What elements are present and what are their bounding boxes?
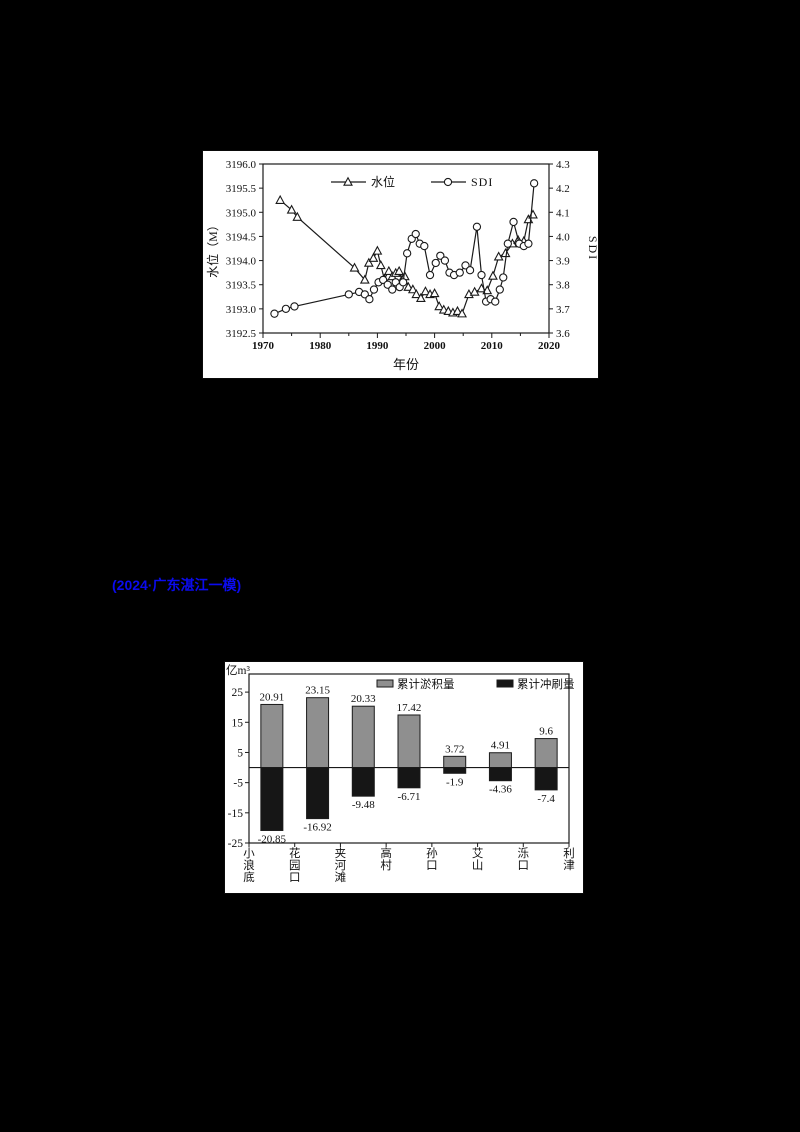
exam-source-note: (2024·广东湛江一模) [112, 577, 242, 593]
svg-text:河: 河 [335, 859, 347, 872]
svg-text:累计冲刷量: 累计冲刷量 [517, 677, 575, 691]
svg-text:15: 15 [232, 717, 244, 729]
svg-text:3194.0: 3194.0 [226, 256, 257, 268]
svg-text:1970: 1970 [252, 340, 275, 352]
svg-text:3.7: 3.7 [556, 304, 570, 316]
bar-chart-panel: 25 15 5 -5 -15 -25 亿m³ 小浪底花园口夹河滩高村孙口艾山泺口利津 20.91… [225, 662, 583, 893]
svg-text:1990: 1990 [366, 340, 389, 352]
svg-text:2010: 2010 [481, 340, 504, 352]
svg-text:村: 村 [380, 858, 392, 872]
svg-text:5: 5 [237, 747, 243, 759]
svg-text:口: 口 [289, 872, 301, 884]
svg-text:4.1: 4.1 [556, 207, 570, 219]
svg-text:3.9: 3.9 [556, 256, 570, 268]
sediment-bar-chart: 25155-5-15-25亿m³小浪底花园口夹河滩高村孙口艾山泺口利津20.91… [226, 664, 575, 884]
svg-text:4.0: 4.0 [556, 231, 570, 243]
svg-text:3192.5: 3192.5 [226, 328, 257, 340]
svg-text:2000: 2000 [424, 340, 447, 352]
svg-text:-4.36: -4.36 [489, 784, 512, 796]
svg-text:-7.4: -7.4 [537, 793, 555, 805]
svg-text:9.6: 9.6 [539, 726, 553, 738]
svg-text:3193.5: 3193.5 [226, 280, 257, 292]
svg-text:2020: 2020 [538, 340, 561, 352]
svg-text:-6.71: -6.71 [398, 791, 421, 803]
svg-text:20.91: 20.91 [259, 691, 284, 703]
svg-text:17.42: 17.42 [397, 702, 422, 714]
svg-text:20.33: 20.33 [351, 693, 376, 705]
svg-text:4.3: 4.3 [556, 159, 570, 171]
svg-text:孙: 孙 [426, 847, 438, 860]
svg-text:3195.5: 3195.5 [226, 183, 257, 195]
svg-text:水位: 水位 [371, 174, 395, 189]
svg-text:-20.85: -20.85 [258, 833, 287, 845]
water-level-sdi-chart: 3192.5 3193.0 3193.5 3194.0 3194.5 3195.0 3195… [205, 159, 600, 372]
svg-text:SDI: SDI [586, 236, 598, 261]
svg-text:口: 口 [426, 860, 438, 872]
svg-text:SDI: SDI [471, 175, 493, 189]
svg-text:夹: 夹 [335, 847, 347, 860]
svg-text:年份: 年份 [393, 357, 419, 372]
svg-text:浪: 浪 [243, 858, 255, 872]
line-chart-panel: 3192.5 3193.0 3193.5 3194.0 3194.5 3195.0 3195… [203, 151, 600, 378]
svg-text:山: 山 [472, 859, 484, 872]
svg-text:3195.0: 3195.0 [226, 207, 257, 219]
svg-text:4.91: 4.91 [491, 740, 510, 752]
svg-text:3.72: 3.72 [445, 743, 464, 755]
svg-text:亿m³: 亿m³ [226, 664, 250, 677]
svg-text:累计淤积量: 累计淤积量 [397, 678, 455, 691]
svg-text:3193.0: 3193.0 [226, 304, 257, 316]
svg-text:25: 25 [232, 687, 244, 699]
svg-text:1980: 1980 [309, 340, 332, 352]
svg-text:-9.48: -9.48 [352, 799, 375, 811]
svg-text:3196.0: 3196.0 [226, 159, 257, 171]
svg-text:滩: 滩 [335, 870, 347, 884]
svg-text:3.8: 3.8 [556, 280, 570, 292]
svg-text:-25: -25 [228, 838, 244, 850]
svg-text:津: 津 [563, 859, 575, 872]
svg-text:高: 高 [380, 846, 392, 860]
svg-text:-1.9: -1.9 [446, 776, 464, 788]
svg-text:泺: 泺 [518, 847, 530, 860]
svg-text:底: 底 [243, 870, 255, 884]
svg-text:水位（M）: 水位（M） [205, 219, 220, 278]
svg-text:口: 口 [518, 860, 530, 872]
svg-text:-15: -15 [228, 808, 244, 820]
svg-text:小: 小 [243, 847, 255, 860]
svg-text:花: 花 [289, 847, 301, 860]
svg-text:利: 利 [563, 847, 575, 860]
svg-text:3.6: 3.6 [556, 328, 570, 340]
svg-text:23.15: 23.15 [305, 685, 330, 697]
svg-text:-16.92: -16.92 [303, 822, 331, 834]
svg-text:园: 园 [289, 859, 301, 872]
svg-text:-5: -5 [233, 778, 243, 790]
svg-text:艾: 艾 [472, 847, 484, 860]
svg-text:4.2: 4.2 [556, 183, 570, 195]
svg-text:3194.5: 3194.5 [226, 231, 257, 243]
